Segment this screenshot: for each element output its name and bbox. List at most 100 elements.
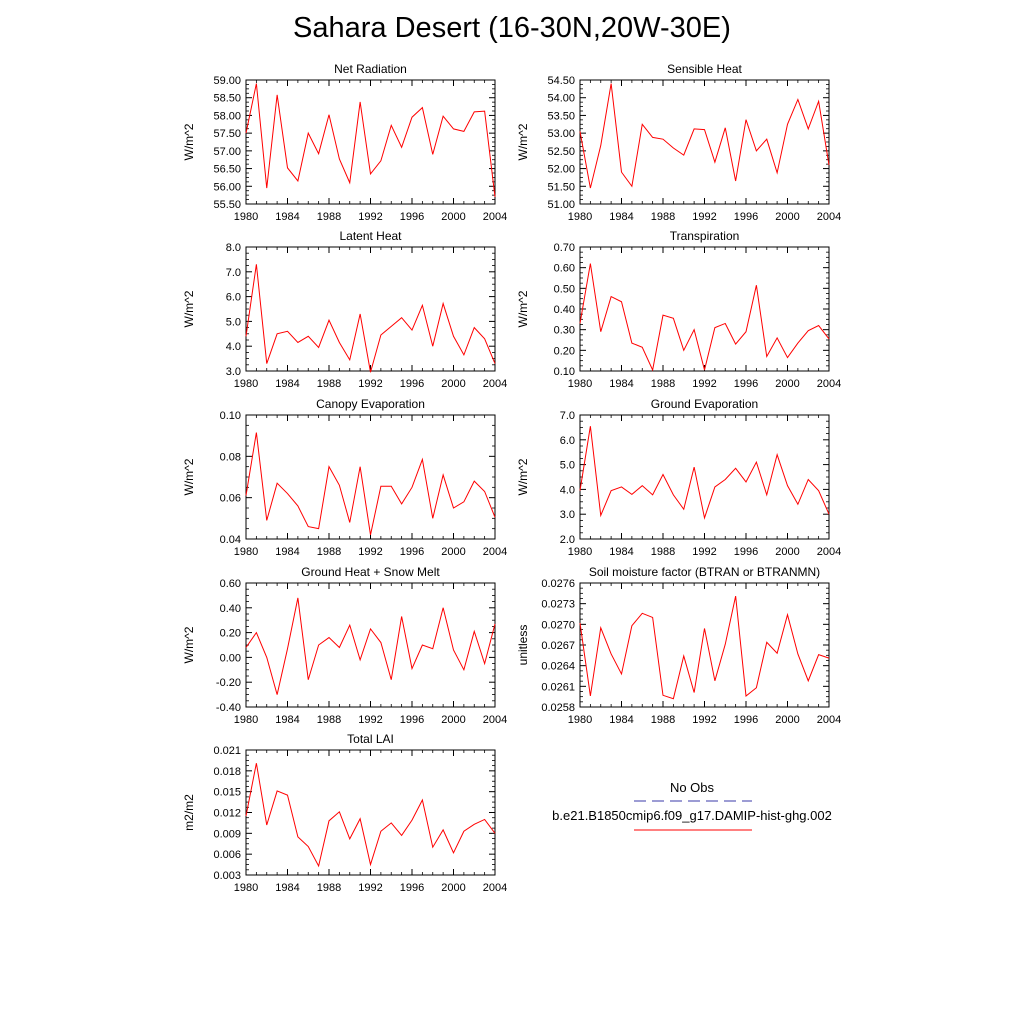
x-tick-label: 1988 [651,546,675,558]
y-tick-label: 0.60 [220,578,241,590]
y-tick-label: 2.0 [560,534,575,546]
x-tick-label: 1984 [275,211,299,223]
y-tick-label: 7.0 [226,267,241,279]
y-tick-label: 53.50 [547,110,575,122]
x-tick-label: 2000 [441,546,465,558]
x-tick-label: 1984 [275,378,299,390]
y-tick-label: 0.0261 [541,681,575,693]
x-tick-label: 1980 [568,714,592,726]
panel-transpiration: Transpiration 1980 1984 1988 1992 1996 2000 200… [516,229,841,390]
y-tick-label: 7.0 [560,410,575,422]
x-tick-label: 1980 [234,546,258,558]
x-tick-label: 2004 [817,546,841,558]
y-tick-label: 0.0270 [541,619,575,631]
plot-frame-total-lai [245,749,496,876]
y-tick-label: 0.0267 [541,640,575,652]
y-axis-label-soil-moisture-factor-btran-or-btranmn: unitless [516,625,530,666]
x-tick-label: 1992 [692,211,716,223]
panel-title-transpiration: Transpiration [670,229,740,243]
y-tick-label: 4.0 [226,341,241,353]
series-line-ground-evaporation [579,426,830,520]
y-tick-label: 8.0 [226,242,241,254]
x-tick-label: 2000 [775,714,799,726]
y-tick-label: 56.00 [213,181,241,193]
x-tick-label: 1992 [692,546,716,558]
series-line-net-radiation [245,83,496,197]
panel-net-radiation: Net Radiation 1980 1984 1988 1992 1996 2000 200… [182,62,507,223]
x-tick-label: 1992 [358,546,382,558]
x-tick-label: 1980 [234,882,258,894]
x-tick-label: 1996 [734,211,758,223]
series-line-transpiration [579,263,830,372]
panel-title-canopy-evaporation: Canopy Evaporation [316,397,425,411]
y-axis-label-net-radiation: W/m^2 [182,123,196,160]
plot-frame-canopy-evaporation [245,414,496,540]
series-line-soil-moisture-factor-btran-or-btranmn [579,595,830,700]
y-tick-label: 0.50 [554,283,575,295]
x-tick-label: 1984 [275,546,299,558]
x-tick-label: 1984 [609,714,633,726]
x-tick-label: 2000 [775,211,799,223]
y-axis-label-latent-heat: W/m^2 [182,290,196,327]
y-axis-label-transpiration: W/m^2 [516,290,530,327]
y-tick-label: 54.50 [547,75,575,87]
panel-title-sensible-heat: Sensible Heat [667,62,742,76]
x-tick-label: 1996 [400,546,424,558]
x-tick-label: 1992 [358,714,382,726]
x-tick-label: 1988 [317,546,341,558]
y-tick-label: 52.50 [547,146,575,158]
series-line-total-lai [245,763,496,868]
y-tick-label: 0.70 [554,242,575,254]
x-tick-label: 2004 [483,211,507,223]
y-tick-label: 3.0 [560,509,575,521]
y-axis-label-total-lai: m2/m2 [182,794,196,831]
page-title: Sahara Desert (16-30N,20W-30E) [293,12,731,44]
y-tick-label: 53.00 [547,128,575,140]
panel-title-latent-heat: Latent Heat [339,229,402,243]
x-tick-label: 1980 [234,378,258,390]
x-tick-label: 1996 [734,546,758,558]
x-tick-label: 1980 [568,211,592,223]
x-tick-label: 1996 [400,378,424,390]
y-tick-label: 0.06 [220,493,241,505]
y-tick-label: 58.50 [213,93,241,105]
x-tick-label: 1992 [358,211,382,223]
y-tick-label: 0.009 [213,828,241,840]
series-line-ground-heat-snow-melt [245,597,496,695]
y-tick-label: 0.015 [213,787,241,799]
y-tick-label: 57.00 [213,146,241,158]
panel-title-soil-moisture-factor-btran-or-btranmn: Soil moisture factor (BTRAN or BTRANMN) [589,565,820,579]
x-tick-label: 2000 [441,378,465,390]
y-tick-label: 3.0 [226,366,241,378]
x-tick-label: 1984 [609,546,633,558]
x-tick-label: 1988 [651,378,675,390]
y-tick-label: 6.0 [226,292,241,304]
panel-title-net-radiation: Net Radiation [334,62,407,76]
x-tick-label: 1996 [734,378,758,390]
x-tick-label: 2000 [775,378,799,390]
panel-title-ground-evaporation: Ground Evaporation [651,397,758,411]
panel-sensible-heat: Sensible Heat 1980 1984 1988 1992 1996 2000 200… [516,62,841,223]
y-tick-label: 56.50 [213,164,241,176]
y-tick-label: 0.012 [213,808,241,820]
y-tick-label: 0.10 [554,366,575,378]
y-axis-label-canopy-evaporation: W/m^2 [182,458,196,495]
y-tick-label: 0.20 [220,628,241,640]
series-line-sensible-heat [579,83,830,189]
x-tick-label: 2004 [817,714,841,726]
y-tick-label: 0.0258 [541,702,575,714]
y-tick-label: 0.60 [554,263,575,275]
y-tick-label: 4.0 [560,484,575,496]
y-tick-label: 0.20 [554,345,575,357]
plot-frame-ground-heat-snow-melt [245,582,496,708]
panel-total-lai: Total LAI 1980 1984 1988 1992 1996 2000 2004 0.0… [182,732,507,894]
x-tick-label: 1984 [609,211,633,223]
x-tick-label: 1980 [234,714,258,726]
y-tick-label: -0.20 [216,677,241,689]
panel-canopy-evaporation: Canopy Evaporation 1980 1984 1988 1992 1996 20… [182,397,507,558]
x-tick-label: 1996 [400,211,424,223]
y-tick-label: 0.0273 [541,599,575,611]
x-tick-label: 1988 [651,714,675,726]
y-tick-label: 0.40 [554,304,575,316]
